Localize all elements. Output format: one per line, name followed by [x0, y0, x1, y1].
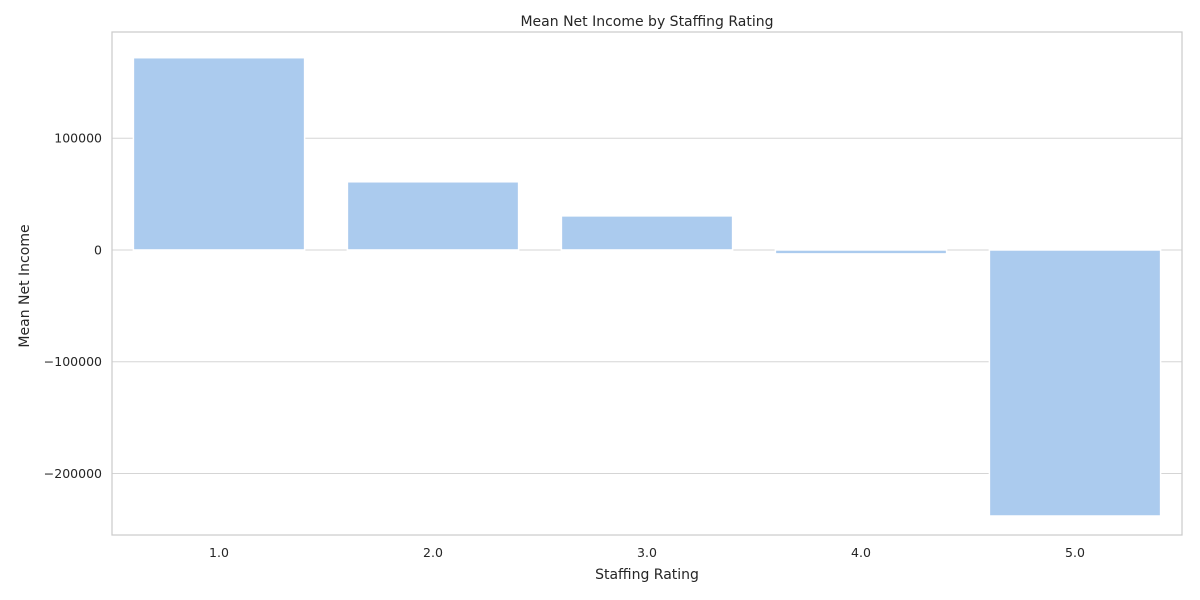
- y-tick-labels: −200000 −100000 0 100000: [44, 131, 102, 481]
- y-tick-label: 100000: [54, 131, 102, 146]
- y-tick-label: −100000: [44, 354, 102, 369]
- x-tick-label: 3.0: [637, 545, 657, 560]
- x-tick-label: 4.0: [851, 545, 871, 560]
- chart-title: Mean Net Income by Staffing Rating: [520, 14, 773, 30]
- bar-5.0: [988, 249, 1162, 517]
- x-axis-label: Staffing Rating: [595, 567, 699, 583]
- bar-4.0: [774, 249, 948, 255]
- bar-2.0: [346, 181, 520, 251]
- x-tick-label: 2.0: [423, 545, 443, 560]
- bar-1.0: [132, 56, 306, 251]
- bars: [132, 56, 1162, 517]
- x-tick-labels: 1.0 2.0 3.0 4.0 5.0: [209, 545, 1085, 560]
- y-tick-label: 0: [94, 242, 102, 257]
- y-tick-label: −200000: [44, 466, 102, 481]
- bar-3.0: [560, 215, 734, 251]
- plot-frame: [111, 31, 1183, 536]
- x-tick-label: 1.0: [209, 545, 229, 560]
- y-axis-label: Mean Net Income: [17, 224, 33, 347]
- x-tick-label: 5.0: [1065, 545, 1085, 560]
